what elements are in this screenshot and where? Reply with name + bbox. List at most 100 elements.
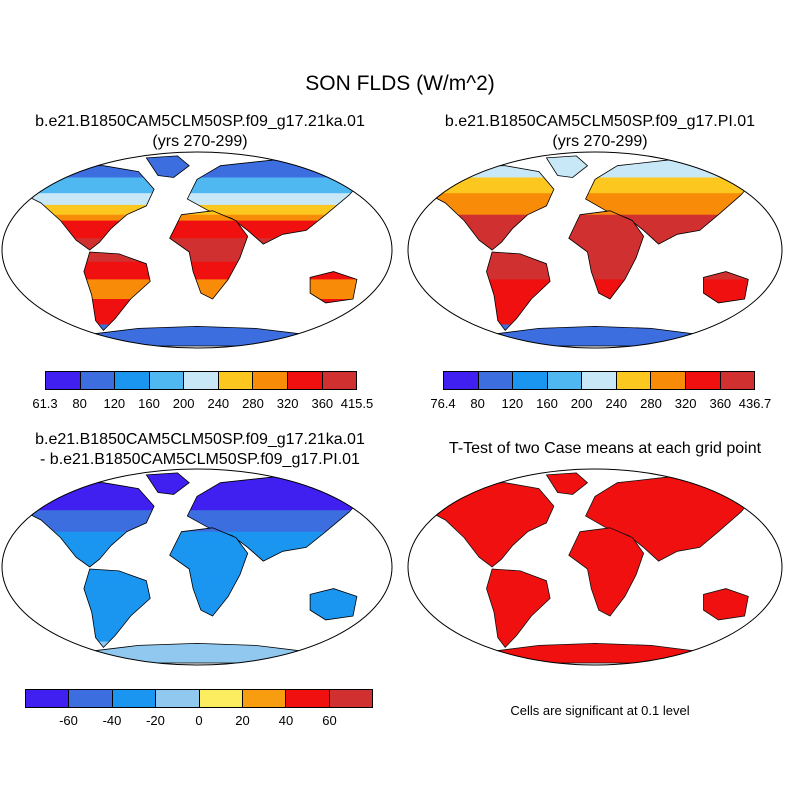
- colorbar-case1-tick-label: 80: [72, 396, 87, 411]
- coastline-australia: [309, 271, 358, 304]
- colorbar-diff: [25, 689, 373, 708]
- colorbar-case2-tick-label: 76.4: [430, 396, 456, 411]
- colorbar-diff-tick-label: 20: [235, 713, 250, 728]
- colorbar-case1-swatch: [218, 372, 254, 389]
- coastline-africa: [568, 210, 645, 300]
- coastline-greenland: [545, 155, 589, 178]
- colorbar-diff-swatch: [286, 690, 330, 707]
- coastline-north-america: [21, 482, 155, 568]
- landmass-australia: [703, 271, 749, 303]
- colorbar-case1-swatch: [253, 372, 288, 389]
- colorbar-case1-tick-label: 200: [172, 396, 195, 411]
- colorbar-case1-tick-label: 120: [103, 396, 126, 411]
- map-border: [1, 468, 393, 666]
- colorbar-case1-tick-label: 240: [207, 396, 230, 411]
- colorbar-case1: [45, 371, 357, 390]
- colorbar-case2-tick-label: 120: [501, 396, 524, 411]
- colorbar-case2-tick-label: 200: [570, 396, 593, 411]
- landmass-australia: [310, 271, 357, 303]
- map-border: [1, 151, 393, 349]
- panel-title-bottom-right-line1: T-Test of two Case means at each grid po…: [448, 440, 762, 457]
- colorbar-case2-tick-label: 320: [674, 396, 697, 411]
- colorbar-case2-tick-label: 240: [605, 396, 628, 411]
- coastline-south-america: [83, 568, 151, 649]
- colorbar-case1-swatch: [322, 372, 357, 389]
- coastline-greenland: [545, 472, 589, 495]
- panel-title-top-left-line1: b.e21.B1850CAM5CLM50SP.f09_g17.21ka.01: [35, 113, 365, 130]
- colorbar-case2-swatch: [720, 372, 755, 389]
- map-border: [407, 151, 783, 349]
- colorbar-case2-swatch: [651, 372, 686, 389]
- map-bottom-left: [1, 468, 393, 666]
- coastline-africa: [169, 210, 249, 300]
- colorbar-case2-swatch: [616, 372, 652, 389]
- colorbar-case2-swatch: [444, 372, 479, 389]
- coastline-greenland: [145, 472, 190, 495]
- colorbar-case1-swatch: [115, 372, 150, 389]
- colorbar-case1-swatch: [46, 372, 81, 389]
- colorbar-diff-tick-label: -20: [146, 713, 165, 728]
- coastline-africa: [169, 527, 249, 617]
- colorbar-diff-swatch: [69, 690, 113, 707]
- colorbar-case2-tick-label: 160: [536, 396, 558, 411]
- colorbar-diff-swatch: [156, 690, 200, 707]
- coastline-greenland: [145, 155, 190, 178]
- colorbar-case1-swatch: [184, 372, 219, 389]
- coastline-australia: [703, 271, 749, 304]
- colorbar-diff-swatch: [112, 690, 157, 707]
- colorbar-case1-tick-label: 320: [276, 396, 299, 411]
- coastline-australia: [703, 588, 749, 621]
- landmass-greenland: [546, 155, 588, 178]
- map-top-left: [1, 151, 393, 349]
- panel-title-top-left-line2: (yrs 270-299): [152, 133, 248, 150]
- figure-title: SON FLDS (W/m^2): [305, 72, 495, 95]
- colorbar-diff-swatch: [242, 690, 287, 707]
- coastline-south-america: [486, 568, 551, 649]
- colorbar-diff-tick-label: 40: [278, 713, 294, 728]
- colorbar-case2-tick-label: 360: [709, 396, 732, 411]
- colorbar-case2-tick-label: 436.7: [738, 396, 772, 411]
- colorbar-diff-tick-label: 60: [322, 713, 337, 728]
- colorbar-case2-labels: 76.4 80 120 160 200 240 280 320 360 436.7: [430, 396, 771, 412]
- colorbar-case1-swatch: [287, 372, 323, 389]
- colorbar-diff-swatch: [199, 690, 243, 707]
- colorbar-diff-tick-label: -60: [59, 713, 78, 728]
- colorbar-case2-swatch: [547, 372, 583, 389]
- coastline-south-america: [83, 251, 151, 332]
- landmass-greenland: [146, 472, 190, 495]
- panel-title-top-left: b.e21.B1850CAM5CLM50SP.f09_g17.21ka.01 (…: [0, 112, 400, 152]
- colorbar-case1-tick-label: 61.3: [32, 396, 58, 411]
- colorbar-diff-tick-label: -40: [102, 713, 122, 728]
- landmass-greenland: [146, 155, 190, 178]
- landmass-greenland: [546, 472, 588, 495]
- colorbar-case2-swatch: [513, 372, 548, 389]
- landmass-antarctica: [492, 643, 698, 663]
- colorbar-diff-labels: -60 -40 -20 0 20 40 60: [25, 713, 373, 729]
- colorbar-case2-tick-label: 80: [470, 396, 485, 411]
- map-top-right: [407, 151, 783, 349]
- colorbar-case1-labels: 61.3 80 120 160 200 240 280 320 360 415.5: [32, 396, 373, 412]
- colorbar-case2: [443, 371, 755, 390]
- colorbar-case1-tick-label: 160: [138, 396, 160, 411]
- colorbar-diff-tick-label: 0: [195, 713, 203, 728]
- coastline-australia: [309, 588, 358, 621]
- coastline-africa: [568, 527, 645, 617]
- colorbar-diff-swatch: [329, 690, 372, 707]
- map-border: [407, 468, 783, 666]
- coastline-north-america: [426, 165, 555, 251]
- panel-title-bottom-left-line1: b.e21.B1850CAM5CLM50SP.f09_g17.21ka.01: [35, 431, 365, 448]
- colorbar-case1-tick-label: 280: [242, 396, 264, 411]
- landmass-australia: [310, 588, 357, 620]
- colorbar-case2-swatch: [582, 372, 617, 389]
- colorbar-case1-tick-label: 360: [311, 396, 334, 411]
- colorbar-case2-tick-label: 280: [640, 396, 662, 411]
- landmass-australia: [703, 588, 749, 620]
- map-bottom-right: [407, 468, 783, 666]
- landmass-antarctica: [89, 326, 305, 346]
- coastline-north-america: [21, 165, 155, 251]
- panel-title-top-right-line2: (yrs 270-299): [552, 133, 648, 150]
- landmass-antarctica: [89, 643, 305, 663]
- colorbar-case2-swatch: [685, 372, 721, 389]
- landmass-antarctica: [492, 326, 698, 346]
